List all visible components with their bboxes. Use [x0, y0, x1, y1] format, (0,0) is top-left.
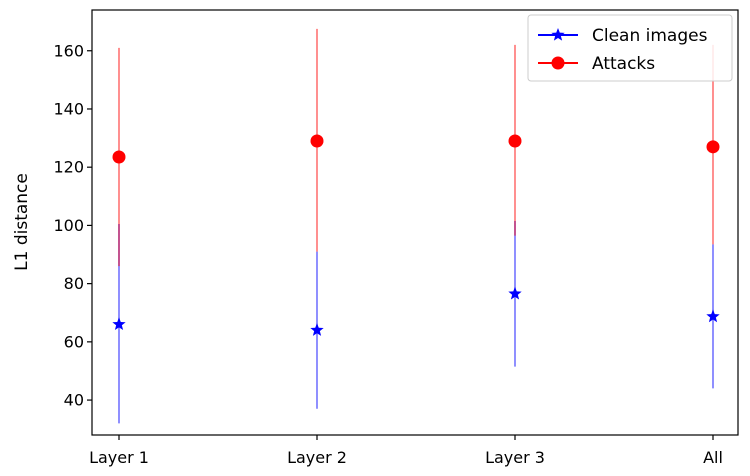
x-tick-label: All	[703, 448, 723, 467]
clean-point	[112, 317, 126, 331]
y-tick-label: 100	[53, 216, 84, 235]
y-axis: 40 60 80 100 120 140 160	[53, 41, 92, 410]
x-tick-label: Layer 3	[485, 448, 545, 467]
legend-label: Clean images	[592, 26, 708, 46]
x-tick-label: Layer 2	[287, 448, 347, 467]
data-markers	[112, 134, 720, 336]
y-tick-label: 140	[53, 99, 84, 118]
y-axis-label: L1 distance	[12, 173, 32, 271]
error-bars	[118, 28, 714, 424]
x-tick-label: Layer 1	[89, 448, 149, 467]
clean-point	[508, 286, 522, 300]
legend-label: Attacks	[592, 54, 655, 74]
x-axis: Layer 1 Layer 2 Layer 3 All	[89, 435, 723, 467]
plot-frame	[91, 9, 739, 436]
attack-point	[112, 150, 126, 164]
y-tick-label: 160	[53, 41, 84, 60]
y-tick-label: 40	[64, 391, 84, 410]
clean-point	[706, 309, 720, 323]
y-tick-label: 80	[64, 274, 84, 293]
attack-point	[508, 134, 522, 148]
clean-point	[310, 323, 324, 336]
legend-box	[527, 14, 733, 82]
legend-circle-icon	[551, 56, 565, 70]
attack-point	[706, 140, 720, 154]
legend: Clean images Attacks	[527, 14, 733, 82]
y-tick-label: 120	[53, 158, 84, 177]
legend-star-icon	[551, 28, 565, 41]
y-tick-label: 60	[64, 332, 84, 351]
attack-point	[310, 134, 324, 148]
